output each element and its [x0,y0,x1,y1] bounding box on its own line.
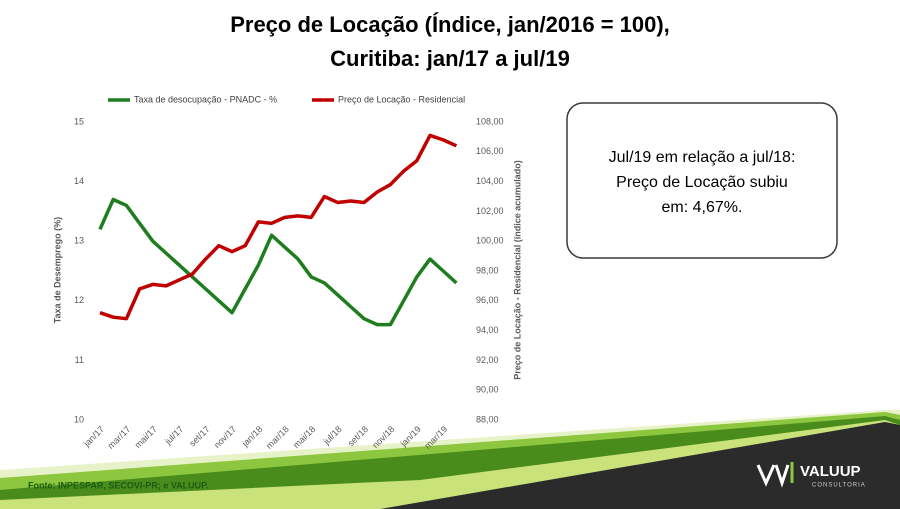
y2-tick-label: 92,00 [476,355,499,365]
y2-tick-label: 102,00 [476,206,504,216]
y2-tick-label: 108,00 [476,116,504,126]
annotation-line: Jul/19 em relação a jul/18: [609,149,796,166]
legend-label: Taxa de desocupação - PNADC - % [134,94,277,104]
line-series [98,197,458,327]
y-tick-label: 13 [74,236,84,246]
logo-subtext: CONSULTORIA [812,483,866,489]
chart-subtitle: Curitiba: jan/17 a jul/19 [330,46,570,71]
annotation-line: Preço de Locação subiu [616,174,788,191]
y2-tick-label: 98,00 [476,265,499,275]
logo-text: VALUUP [800,463,861,480]
y-tick-label: 15 [74,116,84,126]
legend-label: Preço de Locação - Residencial [338,94,465,104]
y2-tick-label: 100,00 [476,236,504,246]
logo-mark [756,464,790,488]
y2-tick-label: 90,00 [476,385,499,395]
y2-axis-label: Preço de Locação - Residencial (índice a… [512,160,522,380]
chart-title: Preço de Locação (Índice, jan/2016 = 100… [230,12,670,37]
swoosh-black [380,422,900,509]
y2-tick-label: 94,00 [476,325,499,335]
annotation-line: em: 4,67%. [662,199,743,216]
line-series [99,133,458,321]
y2-tick-label: 96,00 [476,295,499,305]
y-tick-label: 12 [74,295,84,305]
y-axis-label: Taxa de Desemprego (%) [52,217,62,323]
y2-tick-label: 104,00 [476,176,504,186]
source-note: Fonte: INPESPAR, SECOVI-PR; e VALUUP. [28,480,209,490]
y2-tick-label: 106,00 [476,146,504,156]
y-tick-label: 14 [74,176,84,186]
y-tick-label: 11 [75,355,84,365]
annotation-box [566,102,838,259]
y2-tick-label: 88,00 [476,414,499,424]
y-tick-label: 10 [74,414,84,424]
